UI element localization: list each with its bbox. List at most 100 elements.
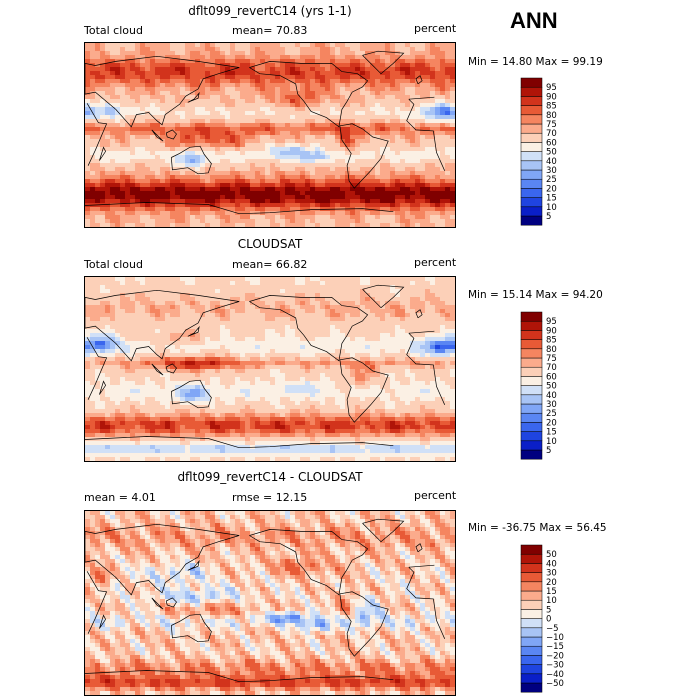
map-cell — [430, 281, 436, 286]
map-cell — [205, 155, 211, 160]
map-cell — [295, 119, 301, 124]
map-cell — [200, 187, 206, 192]
map-cell — [220, 87, 226, 92]
map-cell — [450, 223, 455, 227]
map-cell — [245, 297, 251, 302]
map-cell — [255, 115, 261, 120]
map-cell — [330, 171, 336, 176]
map-cell — [170, 67, 176, 72]
map-cell — [110, 111, 116, 116]
map-cell — [340, 313, 346, 318]
map-cell — [290, 111, 296, 116]
map-cell — [330, 341, 336, 346]
map-cell — [355, 75, 361, 80]
map-cell — [425, 281, 431, 286]
map-cell — [300, 167, 306, 172]
map-cell — [370, 47, 376, 52]
map-cell — [420, 183, 426, 188]
map-cell — [235, 199, 241, 204]
map-cell — [100, 79, 106, 84]
map-cell — [165, 195, 171, 200]
map-cell — [260, 107, 266, 112]
map-cell — [300, 71, 306, 76]
map-cell — [425, 151, 431, 156]
map-cell — [435, 99, 441, 104]
map-cell — [365, 325, 371, 330]
map-cell — [190, 135, 196, 140]
map-cell — [140, 103, 146, 108]
map-cell — [360, 67, 366, 72]
colorbar-swatch — [520, 114, 543, 125]
map-cell — [135, 183, 141, 188]
map-cell — [215, 341, 221, 346]
map-cell — [360, 51, 366, 56]
map-cell — [265, 155, 271, 160]
coastline — [151, 129, 164, 142]
map-cell — [215, 143, 221, 148]
map-cell — [220, 167, 226, 172]
map-cell — [395, 289, 401, 294]
map-cell — [330, 211, 336, 216]
map-cell — [225, 337, 231, 342]
map-cell — [200, 135, 206, 140]
map-cell — [445, 47, 451, 52]
map-cell — [295, 357, 301, 362]
map-cell — [150, 223, 156, 227]
map-cell — [145, 111, 151, 116]
map-cell — [370, 67, 376, 72]
map-cell — [170, 195, 176, 200]
map-cell — [335, 175, 341, 180]
map-cell — [370, 215, 376, 220]
map-cell — [445, 151, 451, 156]
map-cell — [205, 179, 211, 184]
map-cell — [165, 83, 171, 88]
map-cell — [95, 289, 101, 294]
map-cell — [120, 203, 126, 208]
map-cell — [100, 99, 106, 104]
map-cell — [360, 175, 366, 180]
map-cell — [280, 131, 286, 136]
map-cell — [210, 215, 216, 220]
map-cell — [375, 87, 381, 92]
map-cell — [315, 51, 321, 56]
map-cell — [380, 75, 386, 80]
map-cell — [305, 305, 311, 310]
map-cell — [310, 281, 316, 286]
map-cell — [315, 199, 321, 204]
map-cell — [295, 215, 301, 220]
map-cell — [135, 191, 141, 196]
map-cell — [225, 79, 231, 84]
map-cell — [260, 285, 266, 290]
map-cell — [415, 187, 421, 192]
map-cell — [190, 155, 196, 160]
map-cell — [410, 43, 416, 48]
map-cell — [375, 285, 381, 290]
map-cell — [185, 155, 191, 160]
map-cell — [435, 183, 441, 188]
map-cell — [320, 353, 326, 358]
map-cell — [100, 203, 106, 208]
map-cell — [340, 329, 346, 334]
map-cell — [290, 63, 296, 68]
map-cell — [360, 277, 366, 282]
map-cell — [185, 353, 191, 358]
map-cell — [110, 219, 116, 224]
map-cell — [330, 167, 336, 172]
map-cell — [205, 103, 211, 108]
map-cell — [115, 337, 121, 342]
map-cell — [300, 187, 306, 192]
map-cell — [120, 289, 126, 294]
map-cell — [270, 195, 276, 200]
map-cell — [140, 147, 146, 152]
map-cell — [175, 305, 181, 310]
map-cell — [200, 321, 206, 326]
map-cell — [285, 79, 291, 84]
map-cell — [170, 353, 176, 358]
map-cell — [280, 333, 286, 338]
map-cell — [85, 187, 91, 192]
map-cell — [285, 317, 291, 322]
map-cell — [340, 195, 346, 200]
map-cell — [215, 67, 221, 72]
map-cell — [195, 99, 201, 104]
map-cell — [135, 321, 141, 326]
